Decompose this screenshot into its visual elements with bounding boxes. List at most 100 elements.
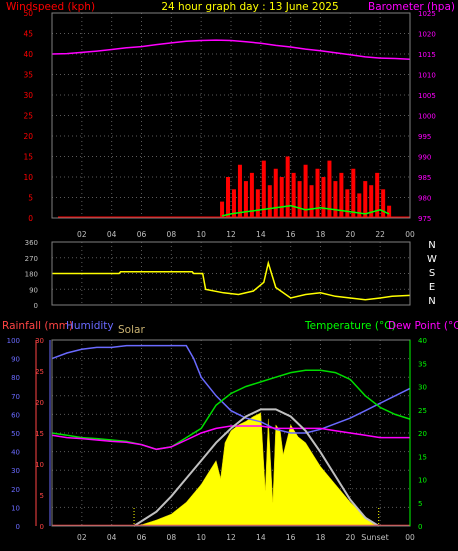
wind-barometer-chart: Windspeed (kph) 24 hour graph day : 13 J… (6, 1, 455, 239)
x-axis-ticks: 02 04 06 08 10 12 14 16 18 20 22 00 (77, 230, 415, 239)
humidity-axis-ticks: 0 10 20 30 40 50 60 70 80 90 100 (7, 337, 20, 531)
chart-title: 24 hour graph day : 13 June 2025 (161, 1, 338, 13)
left-tick-label: 20 (23, 132, 33, 141)
x-tick-label: 06 (137, 533, 147, 542)
rain-tick-label: 15 (35, 430, 44, 438)
temperature-tick-label: 0 (418, 523, 422, 531)
x-tick-label: 18 (316, 533, 326, 542)
rain-tick-label: 5 (40, 492, 44, 500)
humidity-tick-label: 10 (11, 504, 20, 512)
temperature-tick-label: 30 (418, 384, 427, 392)
humidity-tick-label: 20 (11, 486, 20, 494)
dew_point-line (51, 425, 410, 451)
right-tick-label: 1025 (418, 10, 436, 18)
compass-letter: N (428, 296, 435, 307)
x-tick-label: 22 (375, 230, 385, 239)
right-tick-label: 990 (418, 154, 431, 162)
left-tick-label: 35 (23, 71, 33, 80)
solar-area (133, 412, 379, 527)
left-tick-label: 40 (23, 50, 33, 59)
right-tick-label: 1020 (418, 31, 436, 39)
compass-letter: W (427, 254, 437, 265)
temperature-tick-label: 40 (418, 337, 427, 345)
x-tick-label: 14 (256, 230, 266, 239)
humidity-tick-label: 40 (11, 449, 20, 457)
right-axis-title: Barometer (hpa) (368, 1, 455, 13)
compass-letter: N (428, 240, 435, 251)
temperature-humidity-solar-chart: Rainfall (mm) Humidity Solar Temperature… (2, 320, 458, 542)
rain-tick-label: 0 (40, 523, 44, 531)
x-tick-label: 04 (107, 533, 117, 542)
x-tick-label: 02 (77, 230, 87, 239)
x-tick-label: 18 (316, 230, 326, 239)
temperature-tick-label: 15 (418, 453, 427, 461)
compass-letter: E (429, 282, 435, 293)
x-tick-label: 16 (286, 230, 296, 239)
plot-frame (51, 241, 411, 306)
rain-axis-title: Rainfall (mm) (2, 320, 73, 332)
right-tick-label: 1010 (418, 72, 436, 80)
temperature-tick-label: 35 (418, 360, 427, 368)
left-tick-label: 50 (23, 9, 33, 18)
rain-tick-label: 30 (35, 337, 44, 345)
direction-degree-ticks: 360 270 180 90 0 (25, 239, 38, 310)
left-tick-label: 5 (28, 194, 33, 203)
degree-tick-label: 180 (25, 271, 38, 279)
right-tick-label: 980 (418, 195, 431, 203)
x-tick-label: 12 (226, 230, 236, 239)
wind-direction-line (52, 260, 411, 301)
left-tick-label: 30 (23, 91, 33, 100)
x-axis-ticks: 02 04 06 08 10 12 14 16 18 20 00 (77, 533, 415, 542)
compass-letter: S (429, 268, 435, 279)
degree-tick-label: 90 (29, 286, 38, 294)
temperature-tick-label: 10 (418, 477, 427, 485)
degree-tick-label: 360 (25, 239, 38, 247)
series (51, 339, 411, 527)
left-axis-ticks: 0 5 10 15 20 25 30 35 40 45 50 (23, 9, 33, 223)
humidity-tick-label: 100 (7, 337, 20, 345)
right-tick-label: 1000 (418, 113, 436, 121)
x-tick-label: 00 (405, 533, 415, 542)
humidity-line (51, 344, 411, 434)
barometer-line (51, 39, 411, 61)
left-tick-label: 15 (23, 153, 33, 162)
temperature-tick-label: 25 (418, 407, 427, 415)
rain-tick-label: 10 (35, 461, 44, 469)
x-tick-label: 00 (405, 230, 415, 239)
x-tick-label: 20 (346, 533, 356, 542)
sunset-marker-label: Sunset (361, 533, 388, 542)
left-tick-label: 25 (23, 112, 33, 121)
right-tick-label: 985 (418, 174, 431, 182)
x-tick-label: 20 (346, 230, 356, 239)
solar-label: Solar (118, 324, 145, 336)
humidity-label: Humidity (66, 320, 114, 332)
plot-frame (51, 12, 411, 219)
x-tick-label: 14 (256, 533, 266, 542)
degree-tick-label: 0 (34, 302, 38, 310)
humidity-tick-label: 70 (11, 393, 20, 401)
temperature-tick-label: 20 (418, 430, 427, 438)
left-axis-title: Windspeed (kph) (6, 1, 95, 13)
rain-axis-ticks: 0 5 10 15 20 25 30 (35, 337, 44, 531)
left-tick-label: 45 (23, 30, 33, 39)
x-tick-label: 10 (196, 230, 206, 239)
right-tick-label: 995 (418, 133, 431, 141)
x-tick-label: 16 (286, 533, 296, 542)
humidity-tick-label: 50 (11, 430, 20, 438)
temperature-label: Temperature (°C) (304, 320, 396, 332)
x-tick-label: 04 (107, 230, 117, 239)
rain-tick-label: 25 (35, 368, 44, 376)
temperature-line (51, 369, 411, 451)
temperature-tick-label: 5 (418, 500, 422, 508)
right-tick-label: 975 (418, 215, 431, 223)
temperature-axis-ticks: 0 5 10 15 20 25 30 35 40 (418, 337, 427, 531)
degree-tick-label: 270 (25, 255, 38, 263)
left-tick-label: 10 (23, 173, 33, 182)
x-tick-label: 02 (77, 533, 87, 542)
right-tick-label: 1005 (418, 92, 436, 100)
wind_average-line (221, 204, 390, 217)
humidity-tick-label: 30 (11, 467, 20, 475)
humidity-tick-label: 0 (16, 523, 20, 531)
right-axis-ticks: 975 980 985 990 995 1000 1005 1010 1015 1020 1025 (418, 10, 436, 223)
